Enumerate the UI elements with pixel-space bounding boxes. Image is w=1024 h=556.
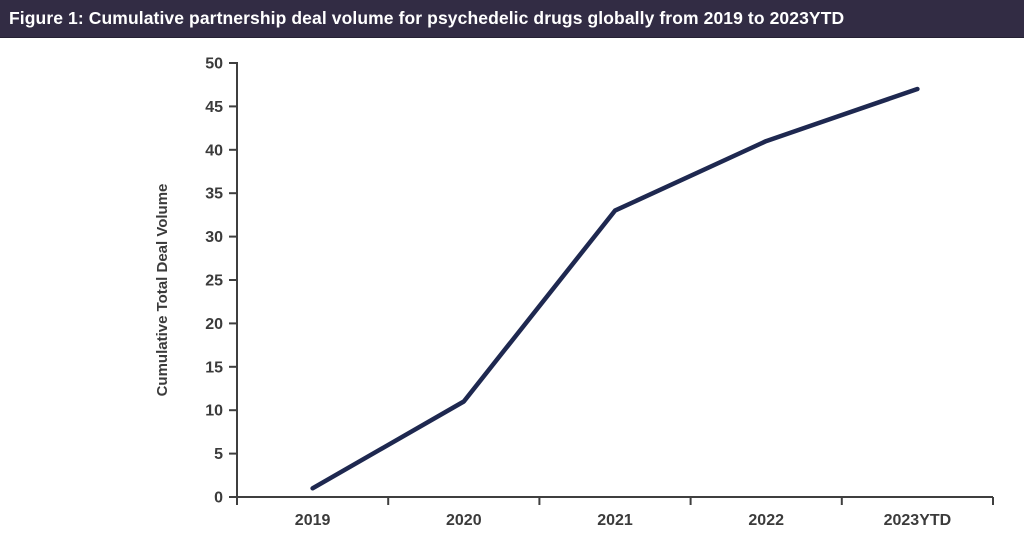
x-tick-label: 2023YTD	[884, 512, 952, 529]
figure-title: Figure 1: Cumulative partnership deal vo…	[9, 8, 845, 28]
y-tick-label: 0	[214, 490, 223, 507]
y-tick-label: 20	[205, 316, 223, 333]
x-tick-label: 2019	[295, 512, 331, 529]
y-tick-label: 10	[205, 403, 223, 420]
y-tick-label: 35	[205, 186, 223, 203]
y-tick-label: 25	[205, 273, 223, 290]
line-chart: 0 5 10 15 20 25 30 35 40 45 50 2019 2020 2021 2022 2023…	[154, 56, 994, 529]
deal-volume-line	[310, 86, 920, 491]
chart-area: 0 5 10 15 20 25 30 35 40 45 50 2019 2020 2021 2022 2023…	[0, 38, 1024, 556]
y-axis-title: Cumulative Total Deal Volume	[154, 184, 171, 397]
figure-title-bar: Figure 1: Cumulative partnership deal vo…	[0, 0, 1024, 38]
y-tick-label: 50	[205, 56, 223, 73]
x-tick-label: 2022	[748, 512, 784, 529]
y-tick-label: 30	[205, 229, 223, 246]
y-tick-label: 5	[214, 446, 223, 463]
y-tick-label: 45	[205, 99, 223, 116]
x-tick-label: 2021	[597, 512, 633, 529]
y-tick-label: 40	[205, 142, 223, 159]
x-tick-label: 2020	[446, 512, 482, 529]
y-tick-label: 15	[205, 359, 223, 376]
